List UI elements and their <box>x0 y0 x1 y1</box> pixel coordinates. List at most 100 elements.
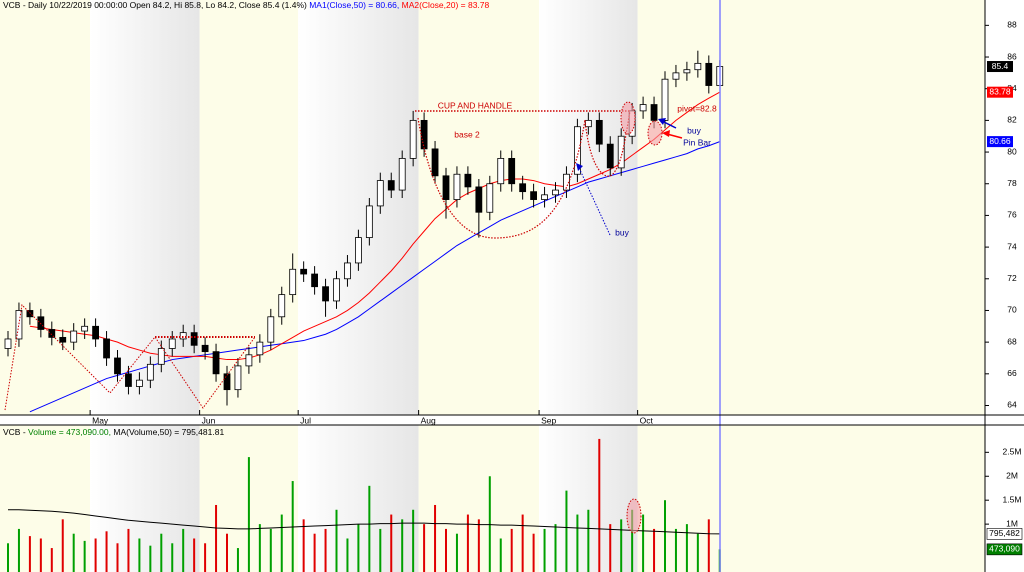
price-header: VCB - Daily 10/22/2019 00:00:00 Open 84.… <box>3 0 490 10</box>
x-tick-label: Oct <box>640 415 654 425</box>
candle-body <box>584 119 592 128</box>
candle-body <box>376 180 384 207</box>
volume-bar <box>401 519 404 572</box>
volume-bar <box>94 538 97 572</box>
candle-body <box>59 336 67 343</box>
annotation: base 2 <box>454 129 480 139</box>
volume-bar <box>7 543 9 572</box>
candle-body <box>81 325 89 332</box>
candle-body <box>212 351 220 375</box>
volume-bar <box>455 533 458 572</box>
volume-bar <box>50 548 53 572</box>
candle-body <box>354 237 362 264</box>
candle-body <box>125 373 132 387</box>
volume-bar <box>28 536 31 572</box>
candle-body <box>661 78 669 121</box>
volume-bar <box>620 519 623 572</box>
volume-bar <box>72 533 75 572</box>
y-tick-label: 70 <box>1007 305 1017 315</box>
month-band <box>539 0 638 415</box>
volume-bar <box>445 528 447 572</box>
drawn-lines <box>4 303 256 411</box>
volume-bar <box>674 528 677 572</box>
volume-bar <box>39 538 42 572</box>
annotation: buy <box>615 227 629 237</box>
candle-body <box>267 316 275 343</box>
y-tick-label: 80 <box>1007 146 1017 156</box>
volume-bar <box>17 528 20 572</box>
candle-body <box>103 338 110 359</box>
candle-body <box>387 180 395 191</box>
volume-bar <box>116 543 119 572</box>
volume-bar <box>543 528 546 572</box>
volume-bar <box>127 528 130 572</box>
annotation-drawings <box>4 101 663 534</box>
candle-body <box>552 189 559 196</box>
volume-bar <box>313 533 316 572</box>
y-tick-label: 66 <box>1007 368 1017 378</box>
volume-bar <box>357 524 360 572</box>
y-tick-label: 68 <box>1007 336 1017 346</box>
volume-bar <box>379 528 382 572</box>
candle-body <box>179 332 187 340</box>
annotation: CUP AND HANDLE <box>438 100 513 110</box>
title: VCB - Daily 10/22/2019 00:00:00 Open 84.… <box>3 0 307 10</box>
volume-bar <box>269 528 272 572</box>
y-tick-label: 1.5M <box>1003 494 1022 504</box>
candle-body <box>365 205 373 238</box>
month-band <box>637 0 985 415</box>
highlight <box>626 498 642 534</box>
volume-bar <box>631 509 634 572</box>
volume-bar <box>160 533 163 572</box>
candle-body <box>344 262 351 280</box>
x-tick-label: Jun <box>202 415 216 425</box>
price-marker-label: 83.78 <box>989 86 1011 96</box>
volume-bar <box>696 533 699 572</box>
volume-marker-label: 795,482 <box>989 528 1020 538</box>
candle-body <box>486 183 494 213</box>
candle-body <box>289 268 297 296</box>
annotation: Pin Bar <box>683 137 711 147</box>
volume-bar <box>171 543 174 572</box>
legend-entry: MA1(Close,50) = 80.66, <box>309 0 399 10</box>
candle-body <box>333 278 340 302</box>
candle-body <box>245 354 253 367</box>
y-tick-label: 86 <box>1007 51 1017 61</box>
arrow <box>666 133 683 139</box>
volume-bar <box>182 528 185 572</box>
volume-bar <box>215 504 218 572</box>
volume-marker-label: 473,090 <box>989 544 1020 554</box>
x-tick-label: Aug <box>421 415 436 425</box>
y-tick-label: 2.5M <box>1003 447 1022 457</box>
candle-body <box>574 126 581 175</box>
candle-body <box>453 173 461 200</box>
candle-body <box>322 286 329 302</box>
volume-bar <box>61 519 64 572</box>
candle-body <box>311 273 319 288</box>
candle-body <box>4 338 12 349</box>
candle-body <box>705 62 713 86</box>
volume-bar <box>642 514 645 572</box>
candle-body <box>672 72 680 80</box>
ma-line <box>29 141 720 413</box>
candle-body <box>48 329 56 338</box>
volume-bar <box>587 509 590 572</box>
candle-body <box>409 119 417 159</box>
candle-body <box>497 157 505 185</box>
y-tick-label: 78 <box>1007 178 1017 188</box>
volume-bar <box>510 528 513 572</box>
arrow <box>661 120 677 129</box>
candle-body <box>519 183 527 193</box>
volume-ma-line <box>8 509 720 535</box>
volume-bar <box>554 524 557 572</box>
legend-entry: MA(Volume,50) = 795,481.81 <box>113 427 224 437</box>
candle-body <box>595 119 603 145</box>
legend-entry: MA2(Close,20) = 83.78 <box>402 0 490 10</box>
volume-bar <box>280 514 283 572</box>
candle-body <box>114 357 121 375</box>
candle-body <box>606 143 614 169</box>
candle-body <box>431 148 439 177</box>
volume-bar <box>532 533 535 572</box>
candle-body <box>70 330 78 343</box>
